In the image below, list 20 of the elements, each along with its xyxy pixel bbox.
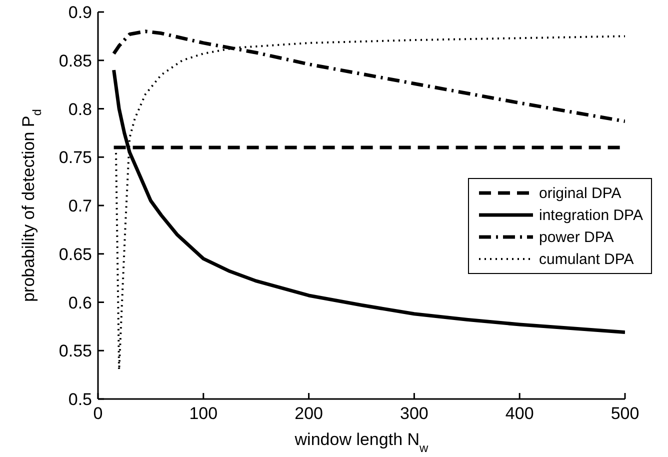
y-tick-label: 0.6 xyxy=(68,293,92,312)
legend-label: integration DPA xyxy=(539,206,643,224)
y-tick-label: 0.5 xyxy=(68,390,92,410)
x-tick-label: 0 xyxy=(93,404,103,424)
y-tick-label: 0.55 xyxy=(58,342,92,361)
x-tick-label: 400 xyxy=(505,404,534,424)
x-tick-label: 100 xyxy=(189,404,218,424)
y-tick-label: 0.9 xyxy=(68,3,92,22)
x-tick-label: 200 xyxy=(294,404,323,424)
y-tick-label: 0.7 xyxy=(68,196,92,216)
legend-label: power DPA xyxy=(539,228,614,246)
y-tick-label: 0.85 xyxy=(58,51,92,70)
legend-label: cumulant DPA xyxy=(539,250,634,268)
x-axis-title: window length N$_{w}$ xyxy=(294,430,429,455)
legend-label: original DPA xyxy=(539,184,622,202)
y-tick-label: 0.65 xyxy=(58,244,92,264)
y-tick-label: 0.8 xyxy=(68,100,92,119)
y-tick-label: 0.75 xyxy=(58,148,92,168)
x-tick-label: 500 xyxy=(610,404,640,424)
x-tick-label: 300 xyxy=(400,404,428,424)
